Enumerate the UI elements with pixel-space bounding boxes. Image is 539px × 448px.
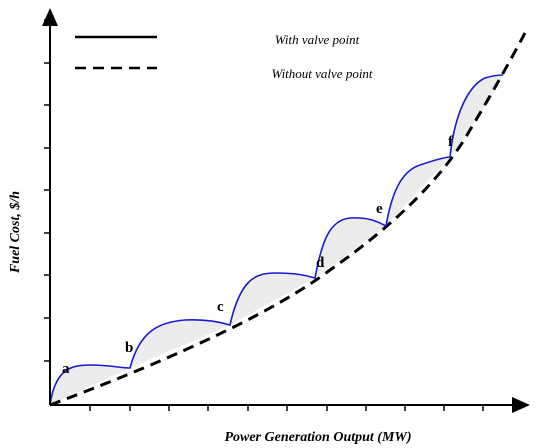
legend-label: Without valve point xyxy=(271,66,372,81)
y-axis-label: Fuel Cost, $/h xyxy=(8,191,23,274)
point-label: f xyxy=(448,134,454,150)
shaded-areas xyxy=(50,75,503,405)
x-axis-label: Power Generation Output (MW) xyxy=(224,430,411,445)
without-valve-curve xyxy=(49,32,527,407)
with-valve-curve xyxy=(49,74,504,406)
point-label: c xyxy=(217,299,224,315)
point-label: d xyxy=(316,255,325,271)
point-label: b xyxy=(125,340,133,356)
legend-label: With valve point xyxy=(275,32,360,47)
point-label: a xyxy=(62,361,70,377)
axes xyxy=(42,8,530,413)
point-label: e xyxy=(376,201,383,217)
